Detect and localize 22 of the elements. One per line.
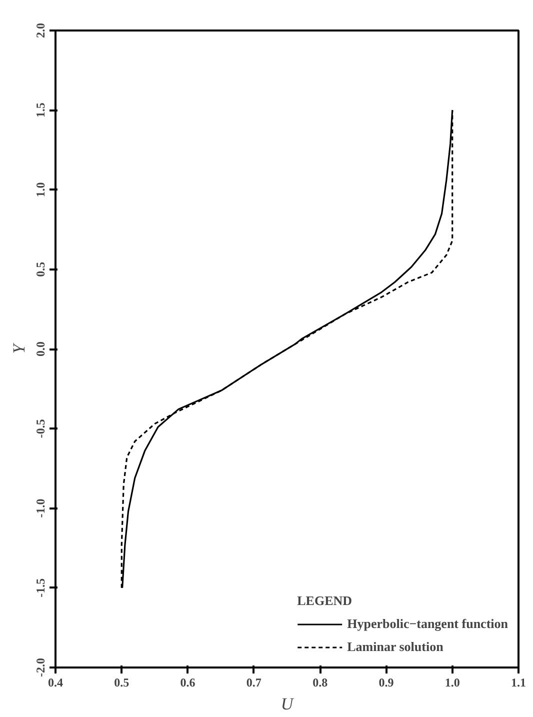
x-tick-label: 0.4 [48,676,63,690]
y-tick-label: -2.0 [34,658,48,677]
y-tick-label: 2.0 [34,23,48,38]
x-tick-label: 0.9 [378,676,394,690]
y-axis-title: Y [10,342,28,354]
y-tick-label: 1.0 [34,182,48,198]
legend-title: LEGEND [297,593,354,609]
x-tick-label: 1.1 [511,676,526,690]
x-tick-label: 0.5 [114,676,130,690]
legend-label: Laminar solution [347,639,444,655]
y-tick-label: 0.5 [34,262,48,277]
y-tick-label: -1.0 [34,498,48,518]
y-tick-label: -0.5 [34,419,48,438]
x-tick-label: 1.0 [444,676,460,690]
y-tick-label: -1.5 [34,578,48,598]
x-tick-label: 0.6 [180,676,196,690]
legend-label: Hyperbolic−tangent function [347,616,508,632]
y-tick-label: 1.5 [34,102,48,118]
x-tick-label: 0.7 [246,676,262,690]
x-tick-label: 0.8 [312,676,328,690]
x-axis-title: U [280,694,295,714]
y-tick-label: 0.0 [34,342,48,356]
